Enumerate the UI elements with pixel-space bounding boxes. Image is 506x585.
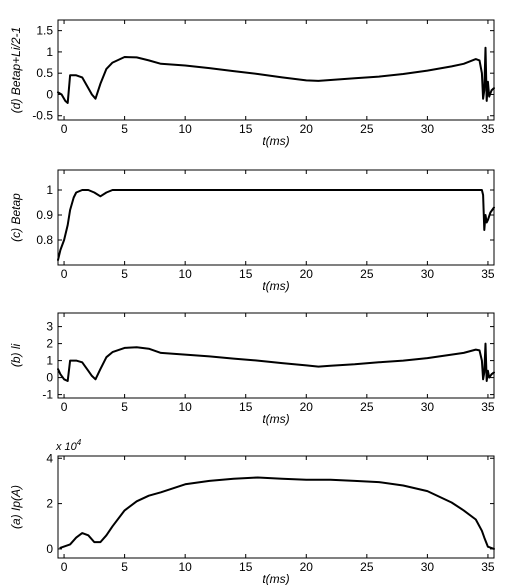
y-axis-label: (b) li — [9, 344, 23, 368]
x-tick-label: 30 — [421, 122, 435, 136]
x-axis-label: t(ms) — [262, 134, 289, 148]
x-tick-label: 35 — [481, 267, 495, 281]
y-axis-label: (a) Ip(A) — [9, 485, 23, 529]
x-tick-label: 10 — [178, 122, 192, 136]
y-tick-label: 0.8 — [36, 233, 53, 247]
y-tick-label: -1 — [42, 388, 53, 402]
x-tick-label: 5 — [121, 122, 128, 136]
y-tick-label: 0 — [46, 87, 53, 101]
series-line-0 — [57, 189, 495, 261]
x-tick-label: 0 — [61, 560, 68, 574]
y-tick-label: 0 — [46, 542, 53, 556]
panel-0: 0 5 10 15 20 25 30 35 -0.5 0 0.5 1 1.5 t(ms) (d) Betap… — [9, 19, 495, 148]
panel-1: 0 5 10 15 20 25 30 35 0.8 0.9 1 t(ms) (c) Betap — [9, 169, 495, 293]
x-tick-label: 10 — [178, 560, 192, 574]
x-tick-label: 20 — [300, 560, 314, 574]
y-tick-label: 2 — [46, 337, 53, 351]
y-axis-label: (c) Betap — [9, 193, 23, 242]
panel-3: 0 5 10 15 20 25 30 35 0 2 4 t(ms) (a) Ip(A) x 104 — [9, 438, 495, 585]
series-line-0 — [57, 46, 495, 104]
x-tick-label: 20 — [300, 122, 314, 136]
y-tick-label: 0.5 — [36, 66, 53, 80]
y-tick-label: 1 — [46, 45, 53, 59]
x-tick-label: 15 — [239, 400, 253, 414]
x-tick-label: 20 — [300, 400, 314, 414]
x-tick-label: 15 — [239, 560, 253, 574]
x-tick-label: 30 — [421, 400, 435, 414]
panel-2: 0 5 10 15 20 25 30 35 -1 0 1 2 3 t(ms) (b) li — [9, 312, 495, 426]
axes-box — [57, 169, 495, 266]
x-axis-label: t(ms) — [262, 412, 289, 426]
x-tick-label: 10 — [178, 400, 192, 414]
x-tick-label: 35 — [481, 400, 495, 414]
y-tick-label: 1 — [46, 183, 53, 197]
y-exponent-label: x 104 — [55, 438, 82, 453]
x-axis-label: t(ms) — [262, 572, 289, 585]
x-tick-label: 0 — [61, 400, 68, 414]
x-tick-label: 5 — [121, 400, 128, 414]
y-tick-label: 1 — [46, 354, 53, 368]
series-line-0 — [59, 476, 495, 550]
y-exponent-power: 4 — [77, 438, 82, 447]
x-tick-label: 20 — [300, 267, 314, 281]
x-tick-label: 35 — [481, 122, 495, 136]
x-tick-label: 0 — [61, 267, 68, 281]
y-tick-label: 3 — [46, 320, 53, 334]
y-tick-label: 1.5 — [36, 24, 53, 38]
x-tick-label: 35 — [481, 560, 495, 574]
axes-box — [57, 455, 495, 559]
axes-box — [57, 19, 495, 121]
x-tick-label: 15 — [239, 267, 253, 281]
y-tick-label: 4 — [46, 451, 53, 465]
series-line-0 — [57, 342, 495, 382]
x-axis-label: t(ms) — [262, 279, 289, 293]
x-tick-label: 30 — [421, 560, 435, 574]
x-tick-label: 15 — [239, 122, 253, 136]
axes-box — [57, 312, 495, 399]
x-tick-label: 10 — [178, 267, 192, 281]
x-tick-label: 30 — [421, 267, 435, 281]
x-tick-label: 5 — [121, 267, 128, 281]
y-tick-label: 2 — [46, 497, 53, 511]
x-tick-label: 25 — [360, 267, 374, 281]
x-tick-label: 25 — [360, 400, 374, 414]
y-tick-label: -0.5 — [32, 109, 53, 123]
x-tick-label: 25 — [360, 560, 374, 574]
x-tick-label: 25 — [360, 122, 374, 136]
y-tick-label: 0.9 — [36, 208, 53, 222]
x-tick-label: 5 — [121, 560, 128, 574]
y-tick-label: 0 — [46, 371, 53, 385]
x-tick-label: 0 — [61, 122, 68, 136]
y-axis-label: (d) Betap+Li/2-1 — [9, 27, 23, 113]
